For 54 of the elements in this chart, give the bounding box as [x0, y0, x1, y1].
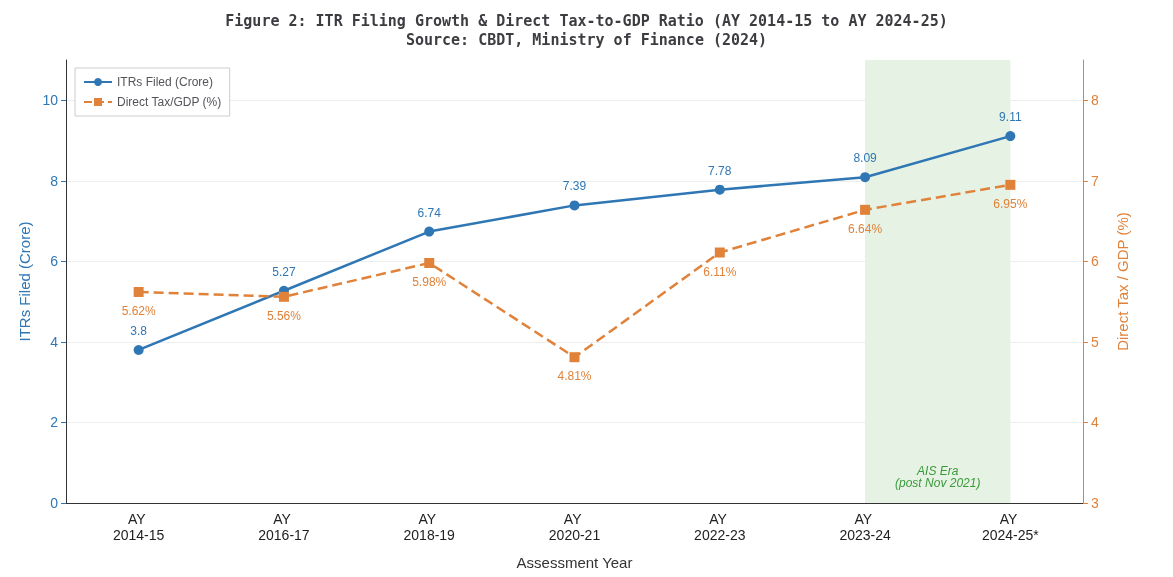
x-tick-label: AY 2020-21 [548, 511, 601, 543]
data-label: 6.11% [703, 264, 737, 279]
point [133, 344, 144, 355]
data-label: 8.09 [853, 151, 878, 166]
y-axis-title: ITRs Filed (Crore) [15, 221, 33, 342]
point [1005, 131, 1016, 142]
data-label: 7.39 [562, 179, 587, 194]
y2-tick-label: 8 [1091, 92, 1099, 109]
data-label: 5.62% [121, 303, 156, 318]
chart-subtitle: Source: CBDT, Ministry of Finance (2024) [405, 30, 768, 49]
point [278, 291, 289, 302]
point [714, 184, 725, 195]
y2-tick-label: 7 [1091, 172, 1099, 189]
x-tick-label: AY 2023-24 [839, 511, 891, 543]
data-label: 6.95% [993, 196, 1028, 211]
x-tick-label: AY 2018-19 [403, 511, 456, 543]
y2-tick-label: 3 [1091, 495, 1099, 511]
y2-axis-title: Direct Tax / GDP (%) [1114, 212, 1131, 351]
y-tick-label: 4 [50, 333, 59, 350]
x-axis-title: Assessment Year [516, 554, 633, 571]
x-tick-label: AY 2022-23 [694, 511, 746, 543]
y-tick-label: 0 [50, 495, 59, 511]
x-tick-label: AY 2014-15 [112, 511, 165, 543]
data-label: 6.74 [417, 205, 442, 220]
point [714, 247, 725, 258]
point [133, 286, 144, 297]
point [860, 204, 871, 215]
y2-tick-label: 4 [1091, 414, 1099, 431]
point [1005, 179, 1016, 190]
point [860, 172, 871, 183]
data-label: 5.27 [272, 264, 296, 279]
y-tick-label: 2 [50, 414, 59, 431]
data-label: 5.56% [266, 308, 302, 323]
y-tick-label: 6 [50, 253, 59, 270]
data-label: 5.98% [412, 274, 447, 289]
data-label: 7.78 [708, 163, 732, 178]
chart-title: Figure 2: ITR Filing Growth & Direct Tax-to-GDP Ratio (AY 2014-15 to AY 2024-25) [225, 11, 948, 30]
band-label: AIS Era (post Nov 2021) [895, 464, 981, 490]
y2-tick-label: 5 [1091, 333, 1099, 350]
data-label: 3.8 [130, 323, 148, 338]
point [569, 200, 580, 211]
legend-label: ITRs Filed (Crore) [117, 75, 214, 89]
x-tick-label: AY 2024-25* [981, 511, 1040, 543]
point [569, 352, 580, 363]
data-label: 9.11 [999, 110, 1022, 125]
legend-label: Direct Tax/GDP (%) [117, 95, 222, 109]
data-label: 4.81% [557, 369, 592, 384]
point [424, 257, 435, 268]
data-label: 6.64% [848, 221, 883, 236]
y-tick-label: 8 [50, 172, 59, 189]
y-tick-label: 10 [42, 92, 59, 109]
y2-tick-label: 6 [1091, 253, 1099, 270]
point [424, 226, 435, 237]
x-tick-label: AY 2016-17 [258, 511, 310, 543]
